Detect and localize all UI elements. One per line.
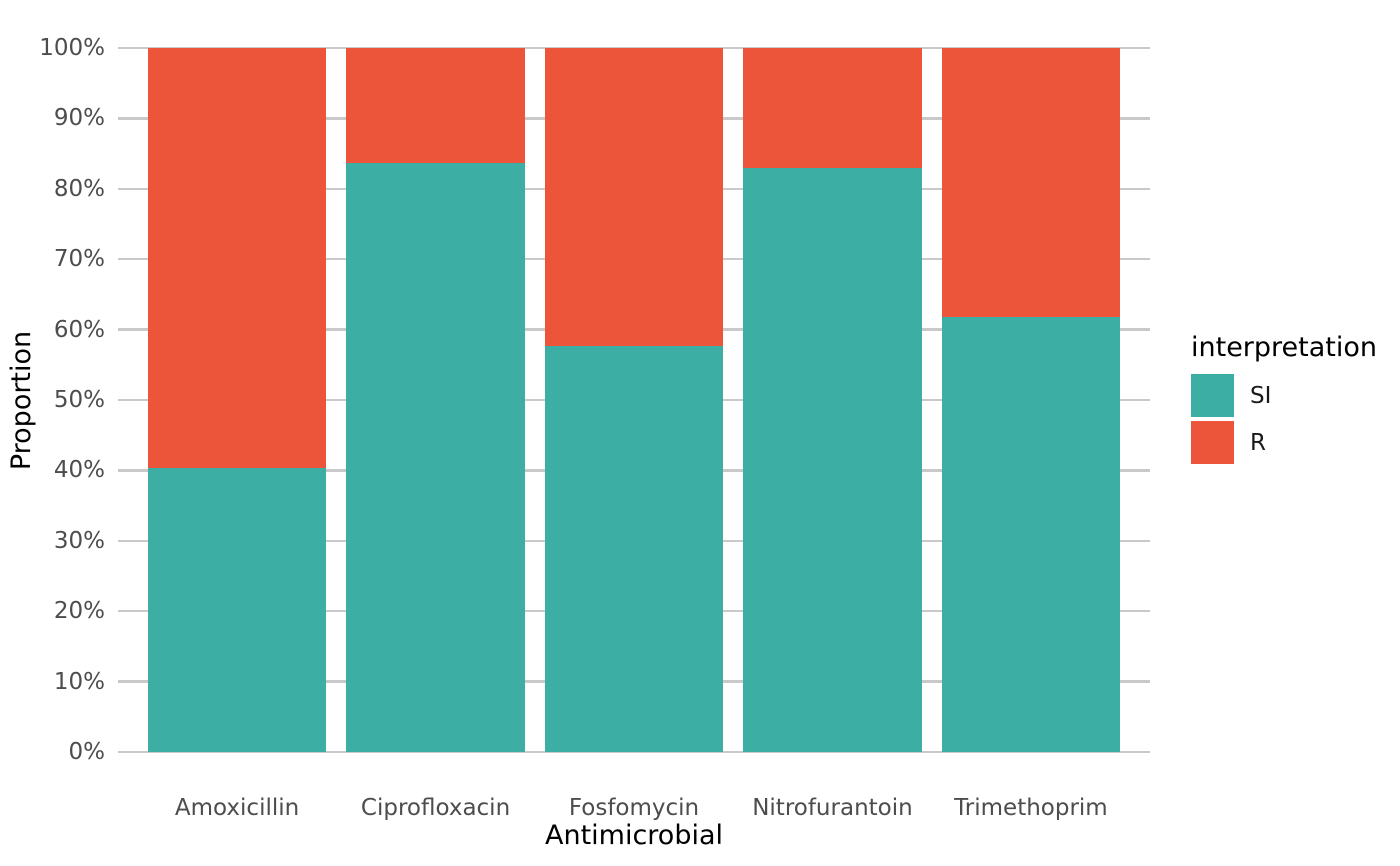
y-tick-label-60: 60% bbox=[53, 316, 105, 343]
legend-item-si: SI bbox=[1191, 374, 1377, 417]
bar-nitrofurantoin bbox=[743, 48, 922, 752]
plot-panel bbox=[118, 46, 1150, 754]
bar-segment-r-trimethoprim bbox=[941, 48, 1121, 317]
x-axis-labels: Amoxicillin Ciprofloxacin Fosfomycin Nitrof… bbox=[118, 794, 1150, 824]
bar-fosfomycin bbox=[544, 48, 724, 752]
x-axis-title: Antimicrobial bbox=[544, 820, 724, 851]
bar-amoxicillin bbox=[147, 48, 327, 752]
bars-layer bbox=[118, 48, 1150, 752]
x-tick-label-fosfomycin: Fosfomycin bbox=[568, 795, 700, 821]
y-tick-label-100: 100% bbox=[39, 35, 105, 61]
bar-segment-si-fosfomycin bbox=[544, 345, 724, 752]
y-tick-label-50: 50% bbox=[53, 387, 105, 413]
bar-trimethoprim bbox=[941, 48, 1121, 752]
legend-label-si: SI bbox=[1250, 382, 1272, 409]
gridline-100 bbox=[118, 46, 1150, 50]
y-tick-label-20: 20% bbox=[53, 598, 105, 625]
legend-items: SI R bbox=[1191, 374, 1377, 464]
y-tick-label-40: 40% bbox=[53, 457, 105, 484]
bar-segment-r-ciprofloxacin bbox=[346, 48, 525, 163]
y-tick-label-0: 0% bbox=[68, 739, 106, 765]
y-tick-label-30: 30% bbox=[53, 527, 105, 554]
y-tick-label-70: 70% bbox=[53, 246, 105, 273]
legend-title: interpretation bbox=[1191, 332, 1378, 363]
y-axis-labels: 0% 10% 20% 30% 40% 50% 60% 70% 80% 90% 100% bbox=[0, 35, 105, 765]
bar-segment-si-amoxicillin bbox=[147, 468, 327, 752]
y-tick-label-90: 90% bbox=[53, 105, 105, 132]
legend-key-swatch-si bbox=[1191, 374, 1234, 417]
legend-item-r: R bbox=[1191, 421, 1377, 464]
bar-segment-r-fosfomycin bbox=[544, 48, 724, 346]
y-tick-label-80: 80% bbox=[53, 175, 105, 202]
x-tick-label-nitrofurantoin: Nitrofurantoin bbox=[752, 795, 913, 821]
bar-ciprofloxacin bbox=[346, 48, 525, 752]
legend: interpretation SI R bbox=[1191, 332, 1377, 464]
bar-segment-si-nitrofurantoin bbox=[743, 168, 922, 752]
legend-key-swatch-r bbox=[1191, 421, 1234, 464]
legend-label-r: R bbox=[1250, 429, 1266, 456]
x-tick-label-ciprofloxacin: Ciprofloxacin bbox=[360, 795, 511, 821]
bar-segment-r-nitrofurantoin bbox=[743, 48, 922, 169]
bar-segment-si-ciprofloxacin bbox=[346, 162, 525, 752]
bar-segment-r-amoxicillin bbox=[147, 48, 327, 469]
y-tick-label-10: 10% bbox=[53, 668, 105, 695]
x-tick-label-amoxicillin: Amoxicillin bbox=[174, 795, 300, 821]
x-tick-label-trimethoprim: Trimethoprim bbox=[954, 795, 1108, 821]
bar-segment-si-trimethoprim bbox=[941, 316, 1121, 752]
